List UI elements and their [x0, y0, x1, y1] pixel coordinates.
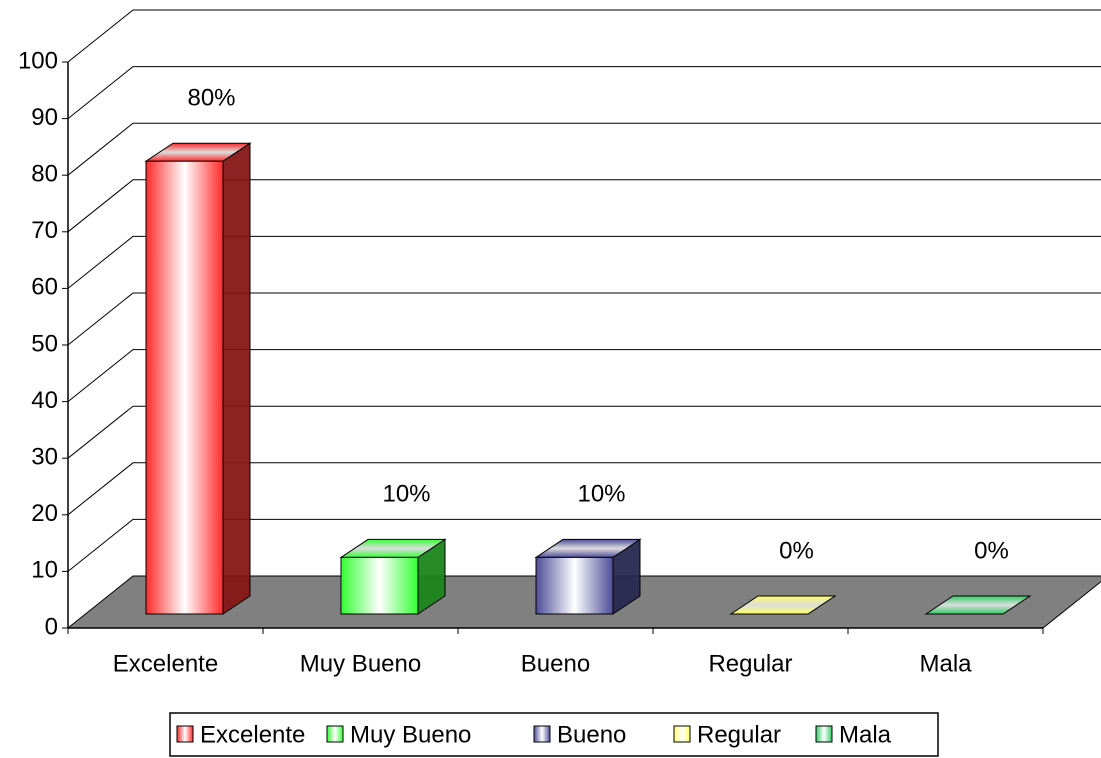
value-label: 0% — [974, 537, 1009, 564]
y-tick-label: 80 — [31, 161, 58, 188]
x-tick-label: Excelente — [113, 650, 218, 677]
y-tick-label: 50 — [31, 330, 58, 357]
y-tick-label: 60 — [31, 274, 58, 301]
grid-line — [67, 462, 1101, 516]
grid-line — [67, 179, 1101, 233]
legend-swatch — [533, 725, 551, 743]
grid-line — [67, 9, 1101, 63]
legend-label: Mala — [839, 721, 892, 748]
grid-line — [67, 349, 1101, 402]
value-label: 10% — [577, 481, 625, 508]
value-label: 80% — [187, 85, 235, 112]
grid-line — [67, 518, 1101, 572]
legend-swatch — [176, 725, 194, 743]
bar-top — [924, 595, 1032, 615]
y-tick-label: 30 — [31, 444, 58, 471]
y-tick-label: 90 — [31, 104, 58, 131]
legend-swatch — [326, 725, 344, 743]
legend-box — [169, 712, 939, 757]
x-tick-label: Bueno — [521, 650, 590, 677]
legend-label: Regular — [697, 721, 781, 748]
y-tick-label: 40 — [31, 387, 58, 414]
value-label: 10% — [382, 481, 430, 508]
bar-side-shade — [223, 143, 250, 614]
y-tick-label: 70 — [31, 217, 58, 244]
x-tick-label: Muy Bueno — [300, 650, 421, 677]
x-tick-label: Mala — [919, 650, 972, 677]
legend-label: Bueno — [557, 721, 626, 748]
x-tick-label: Regular — [708, 650, 792, 677]
y-tick-label: 100 — [18, 47, 58, 74]
bar — [145, 160, 224, 615]
legend-label: Excelente — [200, 721, 305, 748]
bar — [340, 556, 419, 615]
grid-line — [67, 66, 1101, 119]
y-tick-label: 0 — [45, 613, 58, 640]
value-label: 0% — [779, 537, 814, 564]
grid-line — [67, 292, 1101, 346]
legend-swatch — [815, 725, 833, 743]
bar-side-shade — [418, 539, 445, 614]
bar — [535, 556, 614, 615]
legend-swatch — [673, 725, 691, 743]
bar-side-shade — [613, 539, 640, 614]
grid-line — [67, 405, 1101, 459]
y-tick-label: 20 — [31, 500, 58, 527]
y-tick-label: 10 — [31, 557, 58, 584]
legend-label: Muy Bueno — [350, 721, 471, 748]
bar-top — [729, 595, 837, 615]
grid-line — [67, 122, 1101, 176]
grid-line — [67, 235, 1101, 289]
